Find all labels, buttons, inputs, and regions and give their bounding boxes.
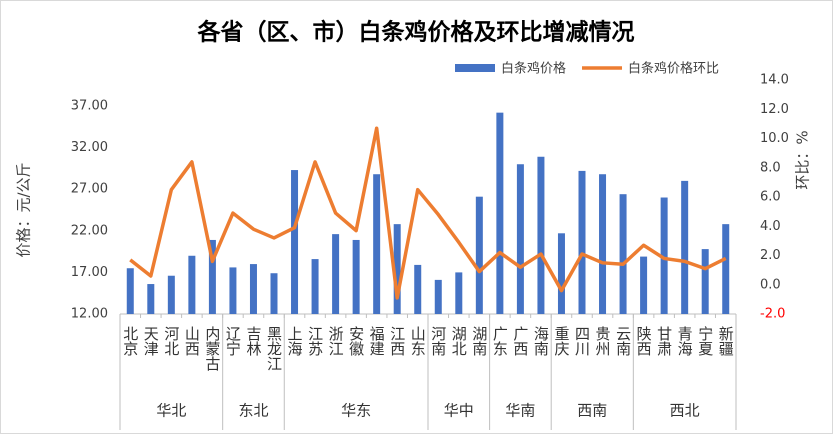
x-tick-label: 宁夏 [696,326,714,356]
y2-tick-label: 12.0 [760,102,789,117]
bar [147,284,155,314]
group-label: 华南 [505,402,535,420]
bar [660,197,668,314]
x-tick-label: 辽宁 [224,326,242,356]
y-tick-label: 32.00 [71,140,108,155]
bar [640,256,648,314]
group-label: 东北 [238,402,268,420]
y2-tick-label: -2.0 [760,307,785,322]
bar [557,233,565,314]
x-tick-label: 新疆 [717,326,735,356]
x-tick-label: 河南 [429,326,447,356]
y2-tick-label: 14.0 [760,73,789,88]
bar [291,170,299,314]
x-tick-label: 青海 [676,326,694,356]
y-tick-label: 17.00 [71,265,108,280]
line [129,126,727,300]
y2-tick-label: 8.0 [760,160,781,175]
y-tick-label: 37.00 [71,99,108,114]
x-tick-label: 陕西 [635,326,653,356]
bar [434,279,442,314]
group-label: 华东 [341,402,371,420]
y2-tick-label: 2.0 [760,248,781,263]
x-tick-label: 天津 [142,326,160,356]
bar [475,196,483,314]
y2-tick-label: 4.0 [760,219,781,234]
group-label: 华中 [444,402,474,420]
x-tick-label: 山东 [409,326,427,356]
legend-label: 白条鸡价格 [501,61,566,77]
y2-tick-label: 0.0 [760,277,781,292]
x-tick-label: 湖南 [470,326,488,356]
bar [414,264,422,314]
group-label: 西北 [670,402,700,420]
y-axis-title: 价格：元/公斤 [15,162,33,257]
x-tick-label: 北京 [121,326,139,357]
bar [599,174,607,314]
x-tick-label: 重庆 [552,326,570,356]
bar [249,264,257,314]
bar [311,259,319,314]
x-tick-label: 贵州 [594,326,612,356]
y2-tick-label: 10.0 [760,131,789,146]
group-label: 西南 [577,402,607,420]
bar [229,267,237,314]
x-tick-label: 吉林 [244,326,262,356]
x-tick-label: 广西 [511,326,529,356]
x-tick-label: 上海 [286,326,304,356]
x-tick-label: 海南 [532,326,550,356]
x-tick-label: 湖北 [450,326,468,356]
bar [681,180,689,314]
group-label: 华北 [156,402,186,420]
legend-swatch [455,64,495,72]
bar [332,234,340,314]
x-tick-label: 黑龙江 [265,326,283,371]
x-tick-label: 安徽 [347,326,365,356]
x-tick-label: 福建 [368,326,386,356]
legend-label: 白条鸡价格环比 [628,61,719,77]
x-tick-label: 广东 [491,326,509,356]
bar [352,239,360,314]
bar [126,268,134,314]
x-tick-label: 山西 [183,326,201,356]
bar [537,156,545,314]
x-tick-label: 四川 [573,326,591,356]
x-tick-label: 甘肃 [655,326,673,356]
bar [516,164,524,314]
bar [393,224,401,314]
y-tick-label: 12.00 [71,307,108,322]
bar [496,112,504,314]
y2-axis-title: 环比：% [794,130,812,189]
x-tick-label: 云南 [614,326,632,356]
bar [455,272,463,314]
bar [270,273,278,314]
bar [701,249,709,314]
bar [619,194,627,314]
x-tick-label: 河北 [162,326,180,356]
bar [373,174,381,314]
bar [208,239,216,314]
y2-tick-label: 6.0 [760,190,781,205]
y-tick-label: 22.00 [71,223,108,238]
chart-title: 各省（区、市）白条鸡价格及环比增减情况 [197,19,635,46]
bar [578,170,586,314]
bar [167,275,175,314]
x-tick-label: 内蒙古 [203,326,221,371]
bar [722,224,730,314]
x-tick-label: 江西 [388,326,406,356]
y-tick-label: 27.00 [71,182,108,197]
x-tick-label: 江苏 [306,326,324,357]
x-tick-label: 浙江 [327,326,345,356]
bar [188,255,196,314]
